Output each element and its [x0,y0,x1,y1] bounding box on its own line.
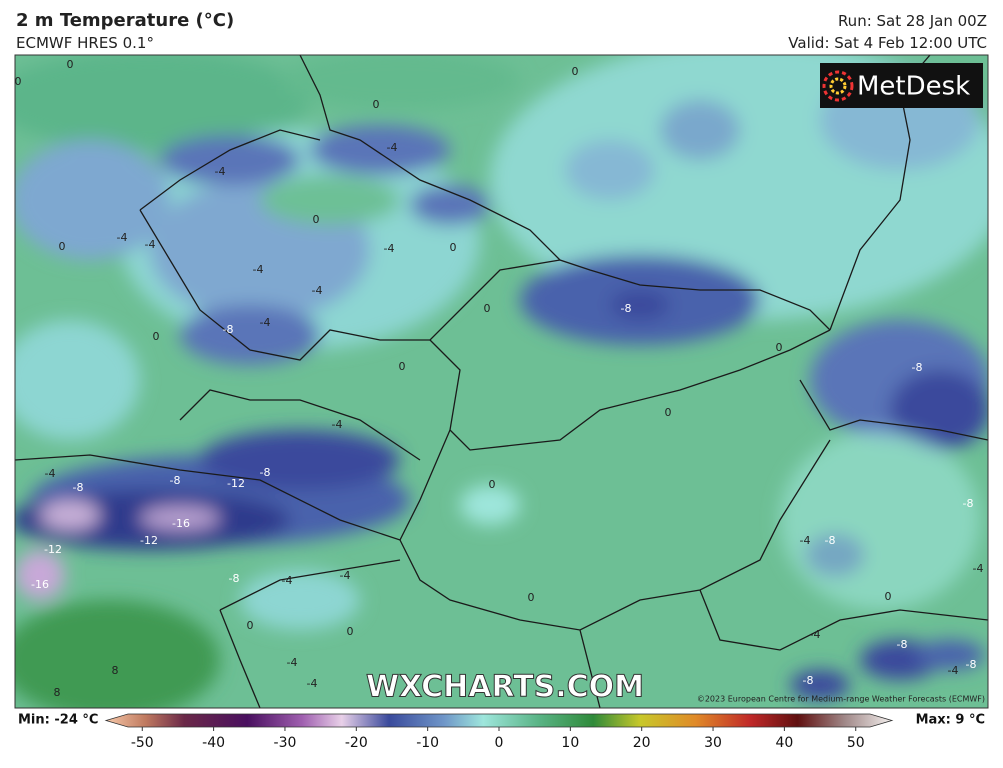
contour-label: 0 [15,75,22,88]
contour-label: -8 [73,481,84,494]
contour-label: 0 [247,619,254,632]
contour-label: 0 [59,240,66,253]
contour-label: -8 [229,572,240,585]
colorbar-tick-label: 20 [633,735,651,751]
contour-label: 0 [489,478,496,491]
contour-label: -4 [307,677,318,690]
logo-box [820,63,983,108]
colorbar-tick-label: 40 [775,735,793,751]
contour-label: -8 [223,323,234,336]
colorbar-tick-label: 50 [847,735,865,751]
contour-label: 0 [665,406,672,419]
copyright: ©2023 European Centre for Medium-range W… [697,695,985,704]
contour-label: 0 [153,330,160,343]
contour-label: -4 [312,284,323,297]
colorbar-tick-label: -30 [274,735,297,751]
contour-label: -8 [897,638,908,651]
contour-label: -8 [803,674,814,687]
contour-label: -4 [810,628,821,641]
map-title: 2 m Temperature (°C) [16,10,235,31]
borders [15,55,988,708]
logo: MetDesk [857,72,970,102]
logo-icon [822,70,854,102]
colorbar-tick-label: -10 [416,735,439,751]
contour-label: -4 [215,165,226,178]
colorbar-tick-label: -20 [345,735,368,751]
contour-label: -4 [340,569,351,582]
contour-label: -4 [253,263,264,276]
contour-label: -8 [260,466,271,479]
map-subtitle: ECMWF HRES 0.1° [16,34,154,52]
contour-label: 0 [484,302,491,315]
contour-label: 0 [776,341,783,354]
contour-label: -12 [140,534,158,547]
contour-label: -12 [227,477,245,490]
contour-label: -4 [260,316,271,329]
contour-label: 0 [347,625,354,638]
contour-label: -8 [170,474,181,487]
colorbar-tick-label: -40 [202,735,225,751]
contour-label: -4 [800,534,811,547]
contour-label: -4 [45,467,56,480]
temperature-field: MetDesk WXCHARTS.COM ©2023 European Cent… [15,55,988,708]
contour-label: -4 [384,242,395,255]
max-label: Max: 9 °C [916,713,985,728]
contour-label: -16 [31,578,49,591]
valid-time: Valid: Sat 4 Feb 12:00 UTC [788,34,987,52]
run-time: Run: Sat 28 Jan 00Z [837,12,987,30]
contour-label: -12 [44,543,62,556]
contour-label: 0 [885,590,892,603]
contour-label: 0 [528,591,535,604]
contour-label: -16 [172,517,190,530]
contour-label: -8 [912,361,923,374]
contour-label: -8 [621,302,632,315]
contour-label: -8 [825,534,836,547]
contour-label: -8 [966,658,977,671]
contour-label: -4 [387,141,398,154]
map-frame [14,54,989,709]
contour-label: 0 [399,360,406,373]
colorbar-tick-label: 30 [704,735,722,751]
contour-label: -4 [332,418,343,431]
contour-label: 0 [450,241,457,254]
contour-label: -8 [963,497,974,510]
colorbar-tick-label: 10 [561,735,579,751]
contour-label: -4 [117,231,128,244]
contour-label: -4 [973,562,984,575]
contour-label: 0 [313,213,320,226]
contour-label: -4 [948,664,959,677]
watermark: WXCHARTS.COM [366,670,644,705]
contour-labels: 0 0 0 0 -4 -4 0 -4 -4 0 -4 0 -4 -4 0 -8 -8 -4 0 0 0 -8 0 -4 -8 -8… [15,58,984,699]
contour-label: 0 [373,98,380,111]
contour-label: 8 [112,664,119,677]
colorbar-tick-label: -50 [131,735,154,751]
contour-label: -4 [145,238,156,251]
contour-label: 0 [572,65,579,78]
contour-label: -4 [287,656,298,669]
min-label: Min: -24 °C [18,713,98,728]
colorbar: -50 -40 -30 -20 -10 0 10 20 30 40 50 [104,713,894,751]
colorbar-bar [104,713,894,728]
contour-label: 8 [54,686,61,699]
contour-label: -4 [282,574,293,587]
contour-label: 0 [67,58,74,71]
colorbar-tick-label: 0 [495,735,504,751]
